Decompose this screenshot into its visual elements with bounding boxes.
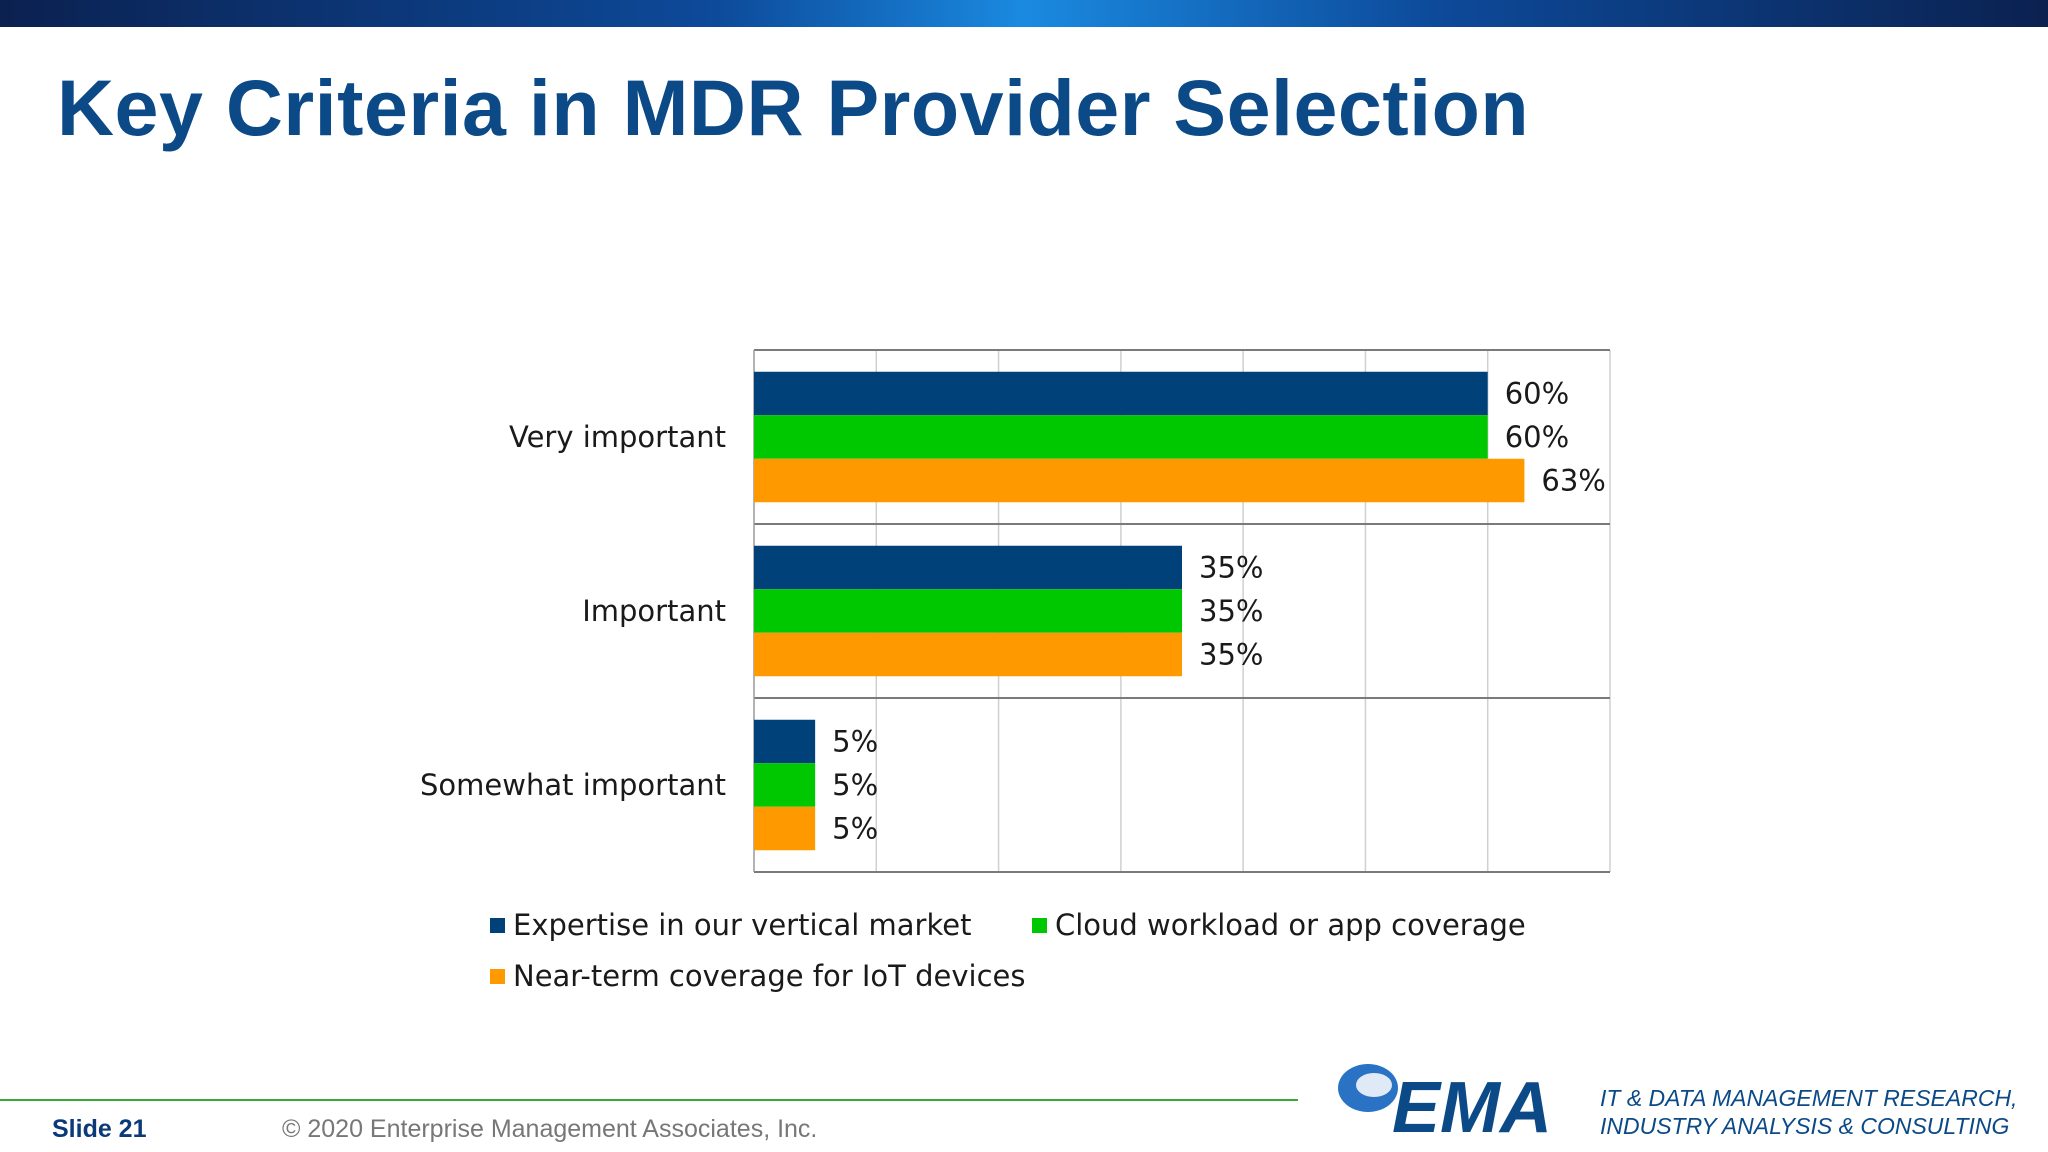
tagline-line-1: IT & DATA MANAGEMENT RESEARCH, [1600,1085,2018,1111]
company-tagline: IT & DATA MANAGEMENT RESEARCH, INDUSTRY … [1600,1084,2017,1140]
bar [754,632,1182,677]
bar [754,719,816,764]
logo-text: EMA [1392,1068,1552,1142]
legend-swatch-series-2 [1032,917,1047,933]
bar [754,415,1488,459]
data-label: 35% [1199,551,1263,585]
chart-labels: Very important 60% 60% 63% Important 35% 35% 35… [420,377,1606,846]
ema-logo: EMA [1338,1064,1552,1142]
data-label: 35% [1199,594,1263,628]
legend-swatch-series-1 [490,917,505,933]
footer-divider [0,1099,1298,1101]
category-label: Somewhat important [420,768,726,802]
bar [754,371,1488,416]
legend-label-series-1: Expertise in our vertical market [513,908,972,942]
legend-item-series-2: Cloud workload or app coverage [1032,908,1526,942]
bar [754,763,816,807]
data-label: 63% [1541,464,1605,498]
chart-bars [754,371,1525,851]
slide-number: Slide 21 [52,1115,147,1143]
bar [754,458,1525,503]
bar [754,806,816,851]
copyright-text: © 2020 Enterprise Management Associates,… [282,1115,818,1143]
data-label: 60% [1505,377,1569,411]
data-label: 5% [832,725,878,759]
category-label: Important [582,594,726,628]
data-label: 5% [832,768,878,802]
legend-swatch-series-3 [490,968,505,984]
tagline-line-2: INDUSTRY ANALYSIS & CONSULTING [1600,1113,2010,1139]
logo-highlight-icon [1356,1073,1392,1097]
top-banner [0,0,2048,27]
bar [754,589,1182,633]
legend-label-series-2: Cloud workload or app coverage [1055,908,1526,942]
bar [754,545,1182,590]
category-label: Very important [509,420,726,454]
slide-title: Key Criteria in MDR Provider Selection [57,63,1530,152]
data-label: 35% [1199,638,1263,672]
legend-item-series-1: Expertise in our vertical market [490,908,971,942]
legend-label-series-3: Near-term coverage for IoT devices [513,959,1026,993]
legend-item-series-3: Near-term coverage for IoT devices [490,959,1025,993]
data-label: 60% [1505,420,1569,454]
data-label: 5% [832,812,878,846]
